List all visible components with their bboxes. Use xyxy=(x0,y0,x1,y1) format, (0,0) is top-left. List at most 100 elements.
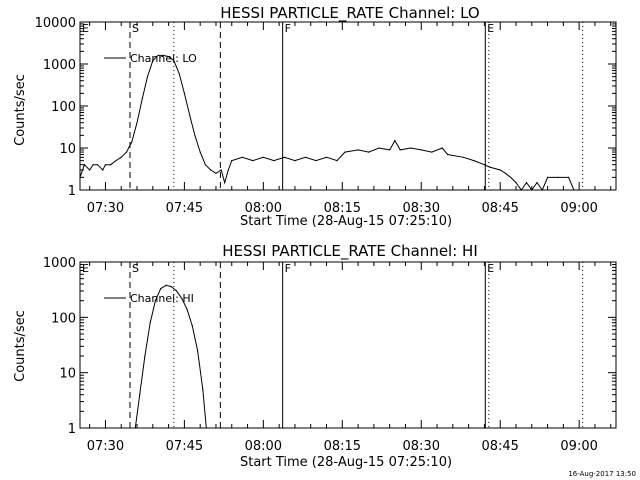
data-point xyxy=(547,176,549,178)
y-tick-label: 1 xyxy=(68,184,76,199)
data-point xyxy=(210,169,212,171)
data-point xyxy=(441,147,443,149)
x-tick-label: 07:30 xyxy=(87,439,124,454)
data-point xyxy=(536,182,538,184)
x-axis-label: Start Time (28-Aug-15 07:25:10) xyxy=(240,214,452,229)
data-point xyxy=(173,60,175,62)
event-marker-label: E xyxy=(487,22,494,35)
data-point xyxy=(568,176,570,178)
data-point xyxy=(205,427,207,429)
plot-frame xyxy=(79,261,617,429)
data-point xyxy=(241,156,243,158)
data-point xyxy=(104,164,106,166)
data-point xyxy=(483,164,485,166)
data-point xyxy=(83,164,85,166)
panel-lo: HESSI PARTICLE_RATE Channel: LO Counts/s… xyxy=(13,4,617,229)
y-axis-label: Counts/sec xyxy=(13,310,28,382)
plot-area: 1 10 100 1000 10000 07:30 07:45 08:00 08:15 08:30… xyxy=(35,16,617,216)
data-point xyxy=(197,350,199,352)
y-tick-label: 1 xyxy=(68,422,76,437)
x-tick-label: 09:00 xyxy=(560,439,597,454)
data-point xyxy=(515,182,517,184)
x-tick-label: 08:15 xyxy=(324,201,361,216)
x-tick-label: 08:30 xyxy=(403,439,440,454)
event-marker-label: F xyxy=(285,262,291,275)
data-point xyxy=(160,288,162,290)
data-point xyxy=(462,156,464,158)
data-point xyxy=(489,166,491,168)
data-point xyxy=(154,300,156,302)
data-point xyxy=(578,189,580,191)
legend-label: Channel: HI xyxy=(130,292,194,305)
data-point xyxy=(186,308,188,310)
data-point xyxy=(102,169,104,171)
data-point xyxy=(136,122,138,124)
data-point xyxy=(165,284,167,286)
data-point xyxy=(96,164,99,166)
data-point xyxy=(283,156,285,158)
data-point xyxy=(144,355,146,357)
data-point xyxy=(175,290,178,292)
x-tick-label: 09:00 xyxy=(560,201,597,216)
x-tick-label: 08:15 xyxy=(324,439,361,454)
data-point xyxy=(325,156,328,158)
data-point xyxy=(149,322,151,324)
y-tick-label: 10 xyxy=(59,142,76,157)
data-point xyxy=(191,325,193,327)
data-point xyxy=(152,60,154,62)
data-point xyxy=(541,189,543,191)
chart-title: HESSI PARTICLE_RATE Channel: LO xyxy=(220,4,479,23)
data-point xyxy=(120,156,122,158)
data-point xyxy=(79,176,81,178)
data-point xyxy=(141,98,143,100)
data-point xyxy=(389,149,391,151)
data-point xyxy=(92,164,94,166)
data-point xyxy=(110,164,112,166)
event-marker-label: F xyxy=(285,22,291,35)
x-tick-label: 08:45 xyxy=(481,439,518,454)
data-point xyxy=(231,160,233,162)
data-point xyxy=(273,160,275,162)
data-point xyxy=(336,160,338,162)
data-point xyxy=(183,92,185,94)
data-point xyxy=(557,176,559,178)
data-point xyxy=(224,182,226,184)
data-point xyxy=(368,151,370,153)
y-tick-label: 10000 xyxy=(35,16,76,31)
chart-title: HESSI PARTICLE_RATE Channel: HI xyxy=(222,242,478,261)
data-point xyxy=(344,151,346,153)
data-point xyxy=(227,169,229,171)
data-point xyxy=(115,160,117,162)
plot-area: 1 10 100 1000 07:30 07:45 08:00 08:15 08:30 08:45… xyxy=(43,256,617,454)
data-point xyxy=(89,169,91,171)
y-tick-label: 100 xyxy=(51,100,76,115)
data-point xyxy=(473,160,475,162)
data-point xyxy=(394,140,396,142)
data-point xyxy=(573,189,575,191)
event-marker-label: S xyxy=(132,262,139,275)
data-point xyxy=(168,56,170,58)
x-axis-label: Start Time (28-Aug-15 07:25:10) xyxy=(240,455,452,470)
y-axis-label: Counts/sec xyxy=(13,74,28,146)
plot-frame xyxy=(79,21,617,191)
data-point xyxy=(181,297,183,299)
data-point xyxy=(378,147,380,149)
x-tick-label: 07:30 xyxy=(87,201,124,216)
data-point xyxy=(304,156,307,158)
data-point xyxy=(410,147,412,149)
x-tick-label: 08:00 xyxy=(245,201,282,216)
data-point xyxy=(510,176,512,178)
data-point xyxy=(194,134,196,136)
data-point xyxy=(157,54,159,57)
legend-label: Channel: LO xyxy=(130,52,197,65)
y-tick-label: 1000 xyxy=(43,58,76,73)
event-marker-label: S xyxy=(132,22,139,35)
event-marker-label: E xyxy=(487,262,494,275)
x-tick-label: 08:00 xyxy=(245,439,282,454)
data-point xyxy=(215,172,217,174)
data-point xyxy=(170,286,172,288)
data-point xyxy=(520,189,522,191)
data-point xyxy=(447,153,449,156)
data-point xyxy=(139,394,141,396)
